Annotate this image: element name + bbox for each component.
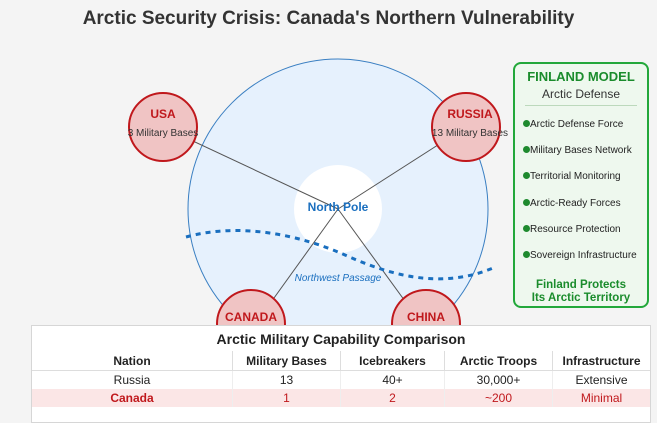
table-cell: Canada (32, 389, 233, 407)
table-row-highlighted: Canada 1 2 ~200 Minimal (32, 389, 650, 407)
table-header-row: Nation Military Bases Icebreakers Arctic… (32, 351, 650, 371)
north-pole-label: North Pole (308, 200, 369, 214)
capability-comparison-card: Arctic Military Capability Comparison Na… (31, 325, 651, 423)
table-cell: 13 (232, 370, 341, 389)
table-cell: ~200 (444, 389, 553, 407)
table-cell: Extensive (575, 373, 628, 387)
finland-model-panel: FINLAND MODEL Arctic Defense Arctic Defe… (513, 62, 649, 308)
column-header: Arctic Troops (444, 351, 553, 371)
usa-bases: 3 Military Bases (128, 128, 199, 139)
russia-bases: 13 Military Bases (432, 128, 508, 139)
russia-label: RUSSIA (447, 107, 493, 121)
panel-subtitle: Arctic Defense (541, 87, 621, 101)
panel-item: Resource Protection (523, 224, 621, 235)
capability-table: Nation Military Bases Icebreakers Arctic… (32, 351, 650, 407)
table-cell: 2 (340, 389, 445, 407)
nation-russia: RUSSIA 13 Military Bases (431, 92, 508, 162)
bullet-dot-icon (523, 171, 530, 179)
panel-item: Sovereign Infrastructure (523, 250, 637, 261)
column-header: Military Bases (232, 351, 341, 371)
nation-usa: USA 3 Military Bases (128, 92, 199, 162)
bullet-dot-icon (523, 145, 530, 153)
usa-label: USA (150, 107, 176, 121)
table-title: Arctic Military Capability Comparison (216, 331, 466, 347)
northwest-passage-route (185, 228, 494, 281)
panel-item: Military Bases Network (523, 145, 632, 156)
panel-item: Arctic Defense Force (523, 119, 623, 130)
china-label: CHINA (407, 310, 445, 324)
bullet-dot-icon (523, 198, 530, 206)
panel-footer: Finland Protects Its Arctic Territory (531, 279, 631, 304)
table-cell: 1 (232, 389, 341, 407)
panel-item: Territorial Monitoring (523, 171, 621, 182)
canada-label: CANADA (225, 310, 277, 324)
table-cell: Russia (32, 370, 233, 389)
table-cell: 40+ (340, 370, 445, 389)
column-header: Infrastructure (552, 351, 650, 371)
table-cell: 30,000+ (444, 370, 553, 389)
column-header: Icebreakers (340, 351, 445, 371)
bullet-dot-icon (523, 250, 530, 258)
panel-item: Arctic-Ready Forces (523, 198, 621, 209)
bullet-dot-icon (523, 119, 530, 127)
panel-title: FINLAND MODEL (527, 69, 635, 84)
page-title: Arctic Security Crisis: Canada's Norther… (82, 8, 575, 29)
panel-divider (525, 105, 637, 106)
passage-label: Northwest Passage (295, 273, 382, 284)
table-row: Russia 13 40+ 30,000+ Extensive (32, 370, 650, 389)
column-header: Nation (32, 351, 233, 371)
bullet-dot-icon (523, 224, 530, 232)
table-cell: Minimal (552, 389, 650, 407)
